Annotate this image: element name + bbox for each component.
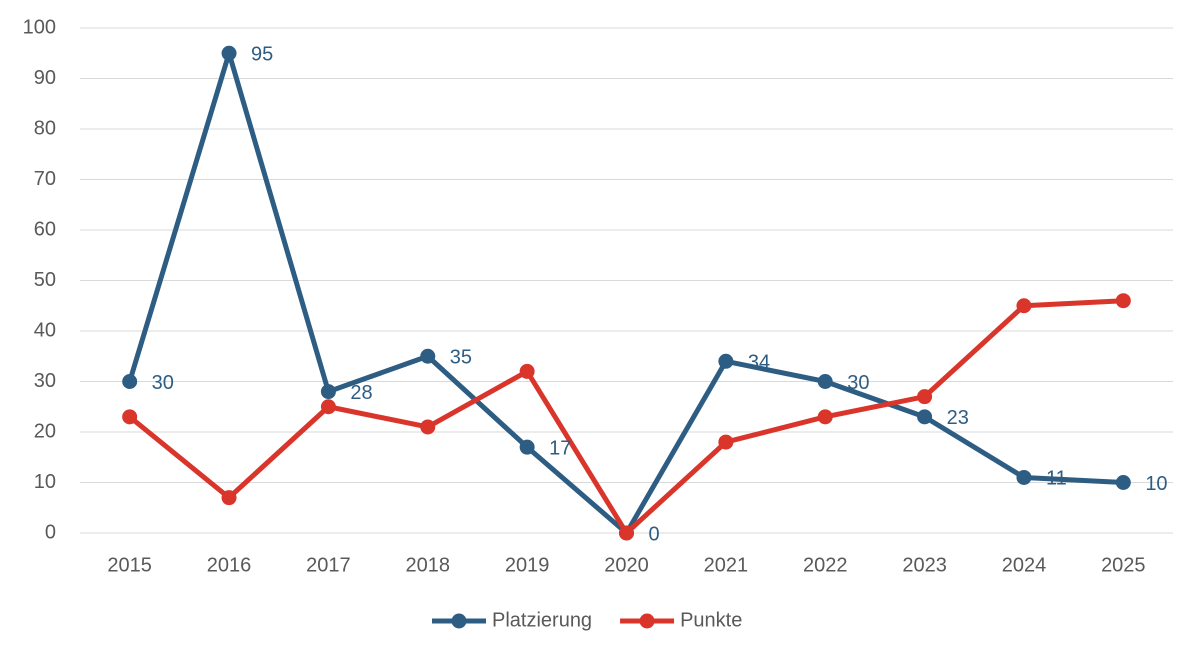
x-tick-label: 2017: [306, 554, 351, 576]
data-point: [718, 353, 734, 369]
x-tick-label: 2024: [1002, 554, 1047, 576]
data-point: [917, 389, 933, 405]
x-tick-label: 2015: [107, 554, 152, 576]
x-tick-label: 2025: [1101, 554, 1146, 576]
data-point: [122, 409, 138, 425]
data-label: 95: [251, 44, 273, 66]
data-point: [917, 409, 933, 425]
data-point: [420, 348, 436, 364]
data-label: 23: [947, 407, 969, 429]
data-point: [1115, 475, 1131, 490]
data-point: [1115, 293, 1131, 309]
y-tick-label: 20: [34, 420, 56, 442]
y-tick-label: 10: [34, 471, 56, 493]
data-point: [320, 384, 336, 400]
x-tick-label: 2021: [704, 554, 749, 576]
data-point: [519, 439, 535, 455]
data-point: [221, 45, 237, 61]
data-label: 17: [549, 437, 571, 459]
data-point: [817, 374, 833, 389]
data-label: 0: [649, 523, 660, 545]
data-label: 34: [748, 352, 770, 374]
data-label: 30: [847, 372, 869, 394]
data-point: [619, 525, 634, 541]
legend-label: Punkte: [680, 609, 742, 631]
series-line: [127, 50, 1124, 536]
data-label: 35: [450, 347, 472, 369]
y-tick-label: 100: [23, 16, 56, 38]
y-tick-label: 50: [34, 269, 56, 291]
y-tick-label: 40: [34, 319, 56, 341]
legend-marker: [639, 613, 655, 629]
data-point: [420, 419, 436, 435]
y-tick-label: 80: [34, 117, 56, 139]
data-label: 28: [350, 382, 372, 404]
data-point: [718, 434, 734, 450]
data-point: [122, 374, 138, 389]
x-tick-label: 2019: [505, 554, 550, 576]
data-label: 30: [152, 372, 174, 394]
x-tick-label: 2023: [902, 554, 947, 576]
data-label: 11: [1046, 468, 1067, 490]
legend-marker: [451, 613, 467, 629]
data-point: [221, 490, 237, 506]
x-tick-label: 2022: [803, 554, 848, 576]
x-tick-label: 2016: [207, 554, 252, 576]
series-line: [128, 298, 1124, 536]
x-tick-label: 2018: [406, 554, 451, 576]
x-tick-label: 2020: [604, 554, 649, 576]
legend-label: Platzierung: [492, 609, 592, 631]
y-tick-label: 90: [34, 67, 56, 89]
data-point: [817, 409, 833, 425]
data-label: 10: [1145, 473, 1167, 495]
y-tick-label: 0: [45, 521, 56, 543]
data-point: [1016, 469, 1032, 485]
data-point: [519, 363, 535, 379]
y-tick-label: 70: [34, 168, 56, 190]
y-tick-label: 60: [34, 218, 56, 240]
data-point: [320, 399, 336, 415]
y-tick-label: 30: [34, 370, 56, 392]
data-point: [1016, 298, 1032, 314]
